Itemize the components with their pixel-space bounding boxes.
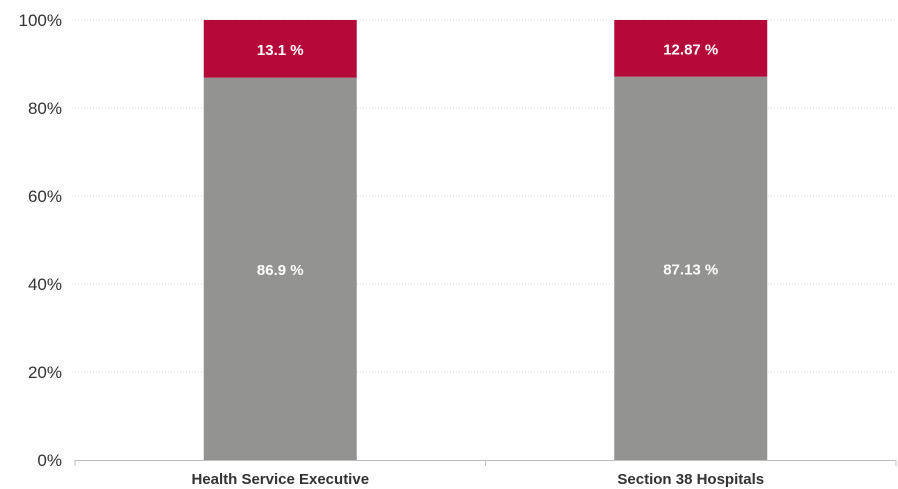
data-label: 87.13 % xyxy=(663,261,718,278)
x-category-label: Health Service Executive xyxy=(191,471,369,488)
y-axis: 0% 20% 40% 60% 80% 100% xyxy=(19,11,62,470)
y-tick-label: 40% xyxy=(28,275,62,294)
y-tick-label: 60% xyxy=(28,187,62,206)
data-label: 12.87 % xyxy=(663,41,718,58)
bars: 86.9 % 13.1 % 87.13 % 12.87 % xyxy=(204,20,768,460)
data-label: 13.1 % xyxy=(257,42,304,59)
x-category-label: Section 38 Hospitals xyxy=(617,471,764,488)
y-tick-label: 80% xyxy=(28,99,62,118)
gridlines xyxy=(75,20,896,372)
y-tick-label: 20% xyxy=(28,363,62,382)
y-tick-label: 100% xyxy=(19,11,62,30)
x-axis: Health Service Executive Section 38 Hospi… xyxy=(75,460,896,488)
y-tick-label: 0% xyxy=(37,451,62,470)
data-label: 86.9 % xyxy=(257,262,304,279)
